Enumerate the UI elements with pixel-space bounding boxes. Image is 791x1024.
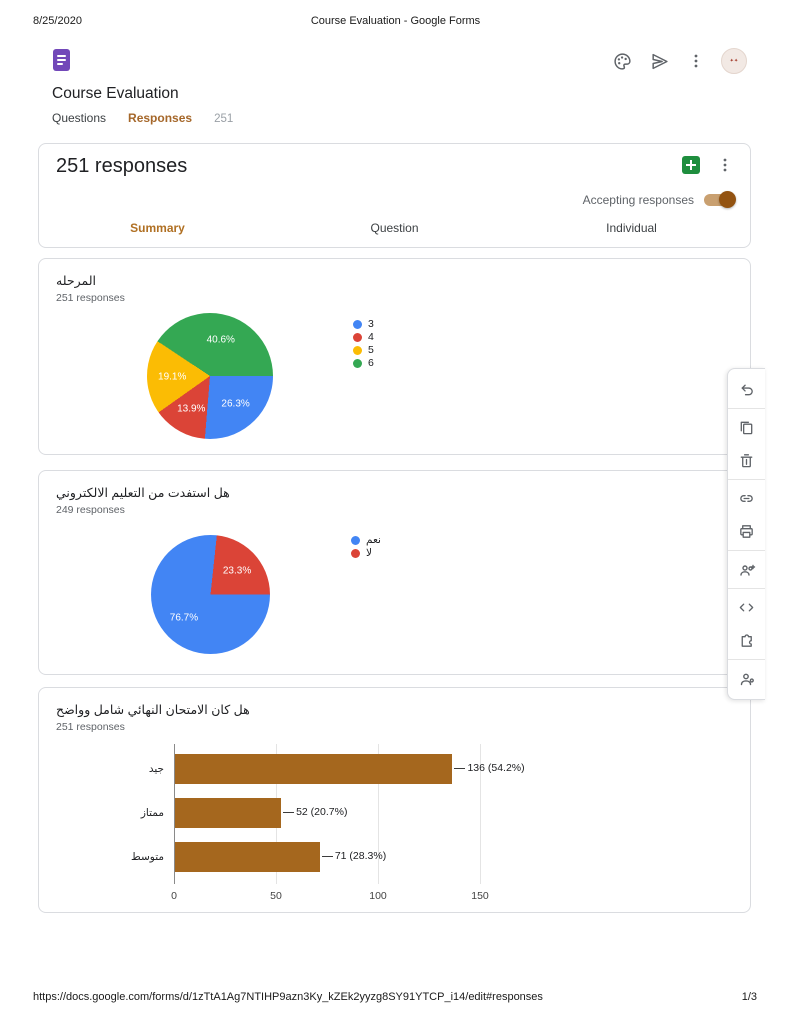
x-axis-tick-label: 50: [270, 890, 282, 902]
legend-item: 6: [353, 357, 374, 369]
question-card-2: هل استفدت من التعليم الالكتروني 249 resp…: [38, 470, 751, 675]
question-card-1: المرحله 251 responses 26.3% 13.9% 19.1% 40.…: [38, 258, 751, 455]
pie-chart: 26.3% 13.9% 19.1% 40.6%: [147, 313, 273, 439]
legend-dot-icon: [353, 332, 362, 342]
x-axis-tick-label: 150: [471, 890, 489, 902]
question-response-count: 249 responses: [56, 504, 125, 516]
legend-dot-icon: [353, 358, 362, 368]
question-title: هل استفدت من التعليم الالكتروني: [56, 486, 230, 500]
legend-item: 3: [353, 318, 374, 330]
question-title: المرحله: [56, 274, 96, 288]
tab-questions[interactable]: Questions: [52, 111, 107, 125]
pie-slice-label: 19.1%: [158, 371, 187, 383]
bar-value: 52 (20.7%): [283, 806, 347, 818]
side-toolbar: [727, 368, 765, 700]
bar-category-label: جيد: [148, 763, 164, 775]
legend-item: لا: [351, 547, 381, 559]
legend-item: 4: [353, 331, 374, 343]
bar: [175, 798, 282, 828]
legend-label: 6: [368, 357, 374, 369]
bar-value-label: 136 (54.2%): [467, 762, 525, 774]
bar-category-label: متوسط: [131, 851, 164, 863]
link-icon[interactable]: [728, 482, 765, 515]
form-nav-tabs: Questions Responses 251: [52, 111, 233, 125]
bar: [175, 842, 320, 872]
more-options-icon[interactable]: [684, 49, 708, 73]
bar-gridline: [480, 744, 481, 884]
pie-slice-label: 23.3%: [222, 565, 252, 577]
responses-total-title: 251 responses: [56, 155, 188, 177]
add-ons-icon[interactable]: [728, 624, 765, 657]
pie-slice-label: 76.7%: [169, 612, 199, 624]
responses-more-options-icon[interactable]: [716, 153, 734, 177]
question-title: هل كان الامتحان النهائي شامل وواضح: [56, 703, 250, 717]
legend-dot-icon: [353, 345, 362, 355]
pie-slice-label: 40.6%: [206, 334, 235, 346]
header-actions: ✦✦: [610, 48, 747, 74]
legend-item: نعم: [351, 534, 381, 546]
bar-value: 136 (54.2%): [454, 762, 524, 774]
undo-icon[interactable]: [728, 373, 765, 406]
question-card-3: هل كان الامتحان النهائي شامل وواضح 251 r…: [38, 687, 751, 913]
tab-responses[interactable]: Responses: [128, 111, 193, 125]
tab-individual[interactable]: Individual: [606, 221, 657, 235]
print-date: 8/25/2020: [33, 15, 82, 27]
responses-count-badge: 251: [214, 113, 234, 125]
legend-dot-icon: [351, 535, 360, 545]
pie-slice-label: 13.9%: [177, 403, 206, 415]
bar-value-label: 71 (28.3%): [334, 850, 387, 862]
form-title: Course Evaluation: [52, 85, 179, 102]
bar-chart: 0 50 100 150 جيد 136 (54.2%) ممتاز 52 (20.7%) مت…: [39, 742, 752, 902]
send-icon[interactable]: [647, 49, 671, 73]
legend-label: لا: [366, 547, 372, 559]
x-axis-tick-label: 0: [171, 890, 177, 902]
print-page-indicator: 1/3: [741, 991, 757, 1003]
legend-label: 5: [368, 344, 374, 356]
palette-icon[interactable]: [610, 49, 634, 73]
legend-label: 3: [368, 318, 374, 330]
pie-legend: نعم لا: [351, 534, 381, 561]
legend-item: 5: [353, 344, 374, 356]
google-forms-logo-icon[interactable]: [53, 49, 70, 71]
bar-category-label: ممتاز: [140, 807, 164, 819]
accepting-responses-label: Accepting responses: [582, 193, 694, 207]
bar-gridline: [378, 744, 379, 884]
question-response-count: 251 responses: [56, 292, 125, 304]
pie-slice-label: 26.3%: [221, 398, 250, 410]
bar: [175, 754, 453, 784]
print-doc-title: Course Evaluation - Google Forms: [310, 15, 481, 27]
responses-view-tabs: Summary Question Individual: [39, 216, 750, 240]
embed-code-icon[interactable]: [728, 591, 765, 624]
add-collaborators-icon[interactable]: [728, 553, 765, 586]
legend-dot-icon: [353, 319, 362, 329]
responses-summary-card: 251 responses Accepting responses Summar…: [38, 143, 751, 248]
pie-chart: 76.7% 23.3%: [151, 535, 270, 654]
bar-value-label: 52 (20.7%): [296, 806, 348, 818]
create-spreadsheet-icon[interactable]: [682, 156, 700, 174]
account-settings-icon[interactable]: [728, 662, 765, 695]
legend-label: 4: [368, 331, 374, 343]
tab-summary[interactable]: Summary: [130, 221, 185, 235]
print-url: https://docs.google.com/forms/d/1zTtA1Ag…: [33, 991, 543, 1003]
account-avatar[interactable]: ✦✦: [721, 48, 747, 74]
tab-question[interactable]: Question: [370, 221, 419, 235]
delete-icon[interactable]: [728, 444, 765, 477]
accepting-responses-toggle[interactable]: [704, 191, 736, 208]
x-axis-tick-label: 100: [369, 890, 387, 902]
bar-axis-line: [174, 744, 175, 884]
bar-value: 71 (28.3%): [322, 850, 386, 862]
duplicate-icon[interactable]: [728, 411, 765, 444]
print-icon[interactable]: [728, 515, 765, 548]
question-response-count: 251 responses: [56, 721, 125, 733]
legend-label: نعم: [366, 534, 381, 546]
legend-dot-icon: [351, 548, 360, 558]
